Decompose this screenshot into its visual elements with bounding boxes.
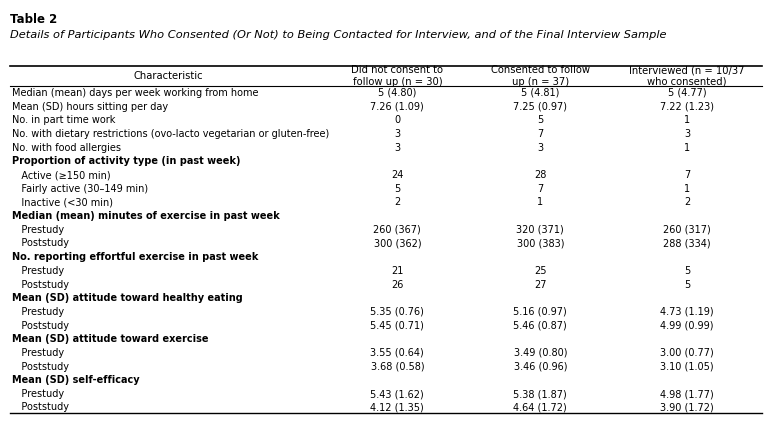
Text: Poststudy: Poststudy [12,239,69,248]
Text: Details of Participants Who Consented (Or Not) to Being Contacted for Interview,: Details of Participants Who Consented (O… [10,30,666,40]
Text: 26: 26 [391,280,404,289]
Text: 5.43 (1.62): 5.43 (1.62) [371,389,424,399]
Text: Prestudy: Prestudy [12,348,64,358]
Text: Poststudy: Poststudy [12,362,69,372]
Text: 5: 5 [684,280,690,289]
Text: No. reporting effortful exercise in past week: No. reporting effortful exercise in past… [12,252,259,262]
Text: 4.99 (0.99): 4.99 (0.99) [660,321,714,331]
Text: 5.35 (0.76): 5.35 (0.76) [371,307,424,317]
Text: 4.73 (1.19): 4.73 (1.19) [660,307,714,317]
Text: Mean (SD) attitude toward exercise: Mean (SD) attitude toward exercise [12,334,209,344]
Text: 5 (4.77): 5 (4.77) [668,88,706,98]
Text: Did not consent to
follow up (n = 30): Did not consent to follow up (n = 30) [352,65,444,87]
Text: 5.46 (0.87): 5.46 (0.87) [513,321,567,331]
Text: Prestudy: Prestudy [12,307,64,317]
Text: 7: 7 [537,129,543,139]
Text: No. with food allergies: No. with food allergies [12,143,121,153]
Text: 3: 3 [684,129,690,139]
Text: Poststudy: Poststudy [12,280,69,289]
Text: 2: 2 [684,198,690,207]
Text: 2: 2 [394,198,401,207]
Text: No. with dietary restrictions (ovo-lacto vegetarian or gluten-free): No. with dietary restrictions (ovo-lacto… [12,129,329,139]
Text: 27: 27 [534,280,546,289]
Text: 7.25 (0.97): 7.25 (0.97) [513,102,568,112]
Text: 260 (317): 260 (317) [663,225,711,235]
Text: Proportion of activity type (in past week): Proportion of activity type (in past wee… [12,157,241,166]
Text: 1: 1 [684,143,690,153]
Text: 320 (371): 320 (371) [516,225,564,235]
Text: Consented to follow
up (n = 37): Consented to follow up (n = 37) [491,65,590,87]
Text: 25: 25 [534,266,546,276]
Text: 260 (367): 260 (367) [374,225,421,235]
Text: 3.46 (0.96): 3.46 (0.96) [513,362,567,372]
Text: 5.38 (1.87): 5.38 (1.87) [513,389,567,399]
Text: 1: 1 [684,184,690,194]
Text: 21: 21 [391,266,404,276]
Text: 0: 0 [394,115,401,125]
Text: 24: 24 [391,170,404,180]
Text: 3.49 (0.80): 3.49 (0.80) [513,348,567,358]
Text: 7.22 (1.23): 7.22 (1.23) [660,102,714,112]
Text: 300 (362): 300 (362) [374,239,421,248]
Text: 5: 5 [537,115,543,125]
Text: 4.12 (1.35): 4.12 (1.35) [371,402,424,412]
Text: Prestudy: Prestudy [12,389,64,399]
Text: 5 (4.80): 5 (4.80) [378,88,417,98]
Text: 3.55 (0.64): 3.55 (0.64) [371,348,424,358]
Text: 28: 28 [534,170,546,180]
Text: Mean (SD) self-efficacy: Mean (SD) self-efficacy [12,375,140,385]
Text: 7: 7 [684,170,690,180]
Text: Mean (SD) attitude toward healthy eating: Mean (SD) attitude toward healthy eating [12,293,243,303]
Text: 5 (4.81): 5 (4.81) [521,88,559,98]
Text: 7: 7 [537,184,543,194]
Text: Poststudy: Poststudy [12,321,69,331]
Text: 7.26 (1.09): 7.26 (1.09) [371,102,424,112]
Text: 3.90 (1.72): 3.90 (1.72) [660,402,714,412]
Text: 5.16 (0.97): 5.16 (0.97) [513,307,567,317]
Text: 3.00 (0.77): 3.00 (0.77) [660,348,714,358]
Text: Median (mean) days per week working from home: Median (mean) days per week working from… [12,88,259,98]
Text: 3.10 (1.05): 3.10 (1.05) [660,362,714,372]
Text: 3.68 (0.58): 3.68 (0.58) [371,362,424,372]
Text: Active (≥150 min): Active (≥150 min) [12,170,111,180]
Text: Prestudy: Prestudy [12,225,64,235]
Text: Fairly active (30–149 min): Fairly active (30–149 min) [12,184,149,194]
Text: 5: 5 [684,266,690,276]
Text: Mean (SD) hours sitting per day: Mean (SD) hours sitting per day [12,102,169,112]
Text: Characteristic: Characteristic [133,71,203,81]
Text: Poststudy: Poststudy [12,402,69,412]
Text: Interviewed (n = 10/37
who consented): Interviewed (n = 10/37 who consented) [629,65,745,87]
Text: 5.45 (0.71): 5.45 (0.71) [371,321,424,331]
Text: Inactive (<30 min): Inactive (<30 min) [12,198,113,207]
Text: Prestudy: Prestudy [12,266,64,276]
Text: 300 (383): 300 (383) [516,239,564,248]
Text: 5: 5 [394,184,401,194]
Text: 4.98 (1.77): 4.98 (1.77) [660,389,714,399]
Text: 3: 3 [394,143,401,153]
Text: Median (mean) minutes of exercise in past week: Median (mean) minutes of exercise in pas… [12,211,280,221]
Text: 288 (334): 288 (334) [663,239,711,248]
Text: 4.64 (1.72): 4.64 (1.72) [513,402,567,412]
Text: Table 2: Table 2 [10,13,57,26]
Text: 3: 3 [394,129,401,139]
Text: 3: 3 [537,143,543,153]
Text: 1: 1 [537,198,543,207]
Text: 1: 1 [684,115,690,125]
Text: No. in part time work: No. in part time work [12,115,116,125]
